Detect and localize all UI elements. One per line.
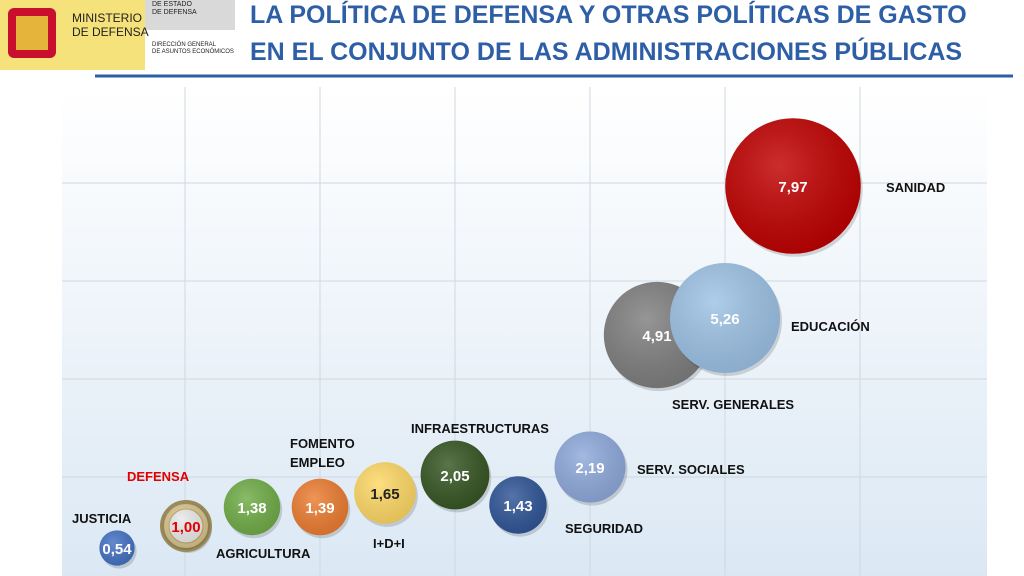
logo (0, 0, 235, 70)
value-label: 7,97 (778, 179, 807, 196)
bubble-shade (554, 431, 626, 503)
bubble-shade (291, 478, 349, 536)
secretariat-line: DE ESTADO (152, 1, 192, 8)
bubble-name: DEFENSA (127, 469, 190, 484)
bubble-name: SERV. SOCIALES (637, 462, 745, 477)
directorate-line: DIRECCIÓN GENERAL (152, 41, 217, 48)
value-label: 0,54 (102, 541, 132, 558)
bubble-name: SANIDAD (886, 180, 946, 195)
value-label: 1,65 (370, 486, 399, 503)
secretariat-line: DE DEFENSA (152, 9, 197, 16)
bubble-name: I+D+I (373, 536, 405, 551)
bubble-name: SERV. GENERALES (672, 397, 795, 412)
bubble-shade (725, 118, 861, 254)
ministry-line: DE DEFENSA (72, 25, 149, 39)
bubble-shade (223, 478, 281, 536)
directorate-line: DE ASUNTOS ECONÓMICOS (152, 48, 234, 55)
bubble-name: SEGURIDAD (565, 521, 644, 536)
value-label: 4,91 (642, 328, 671, 345)
bubble-name: AGRICULTURA (216, 546, 311, 561)
ministry-line: MINISTERIO (72, 11, 142, 25)
bubble-shade (162, 502, 210, 550)
value-label: 2,19 (575, 460, 604, 477)
value-label: 1,39 (305, 500, 334, 517)
bubble-name: JUSTICIA (72, 511, 132, 526)
bubble-shade (420, 440, 490, 510)
value-label: 5,26 (710, 311, 739, 328)
value-label: 1,00 (171, 519, 200, 536)
bubble-shade (669, 262, 781, 374)
value-label: 1,43 (503, 498, 532, 515)
bubble-name: EDUCACIÓN (791, 319, 870, 334)
bubble-name: INFRAESTRUCTURAS (411, 421, 549, 436)
value-label: 1,38 (237, 500, 266, 517)
bubble-name: FOMENTO EMPLEO (290, 436, 355, 470)
title-line: LA POLÍTICA DE DEFENSA Y OTRAS POLÍTICAS… (250, 0, 967, 29)
bubble-shade (99, 530, 135, 566)
title-line: EN EL CONJUNTO DE LAS ADMINISTRACIONES P… (250, 36, 962, 66)
bubble-shade (354, 462, 416, 524)
bubble-shade (489, 476, 547, 534)
value-label: 2,05 (440, 468, 469, 485)
